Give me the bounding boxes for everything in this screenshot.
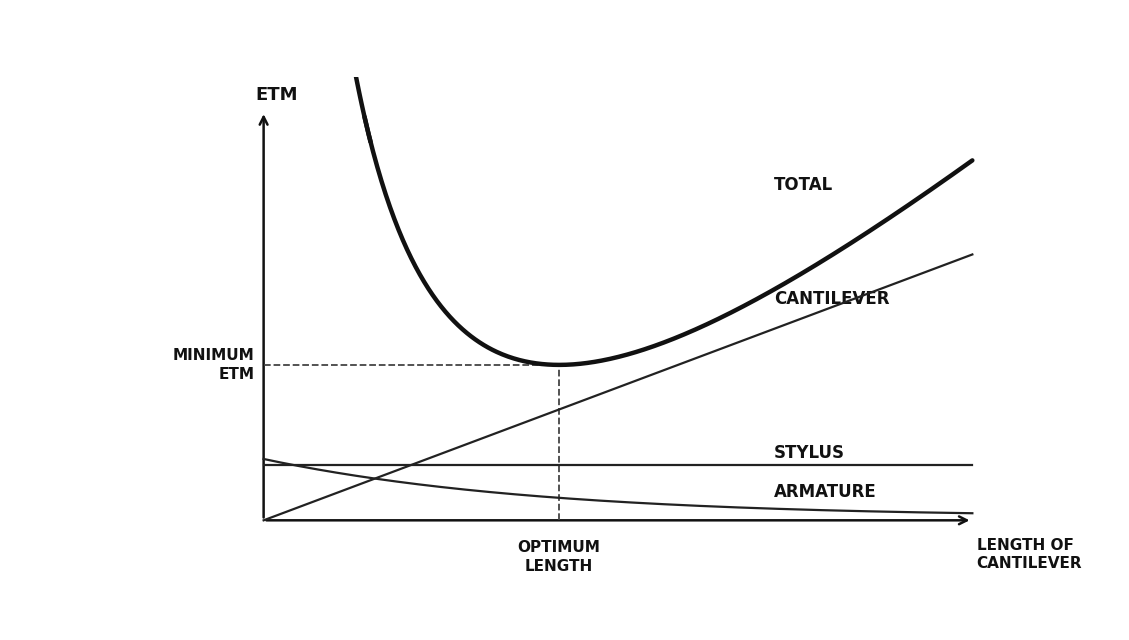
Text: CANTILEVER: CANTILEVER [773,291,890,308]
Text: TOTAL: TOTAL [773,176,833,194]
Text: OPTIMUM
LENGTH: OPTIMUM LENGTH [517,540,601,573]
Text: MINIMUM
ETM: MINIMUM ETM [173,348,255,381]
Text: ARMATURE: ARMATURE [773,483,876,500]
Text: LENGTH OF
CANTILEVER: LENGTH OF CANTILEVER [977,538,1083,571]
Text: ETM: ETM [255,86,298,104]
Text: STYLUS: STYLUS [773,444,844,462]
